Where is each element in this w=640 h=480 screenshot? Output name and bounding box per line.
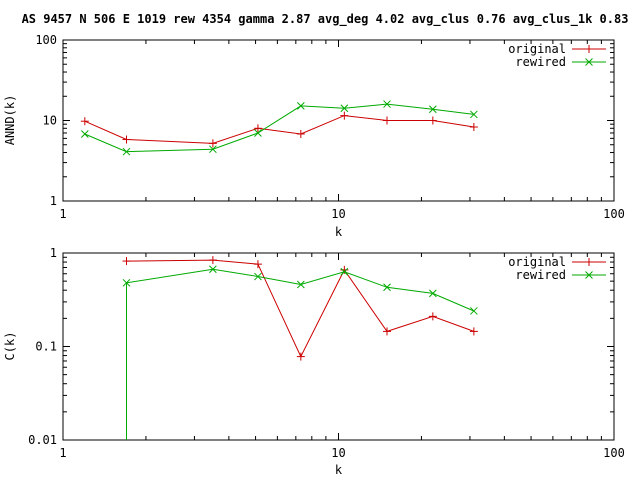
- plot-1-series-rewired-point: [428, 105, 437, 114]
- plot-2-series-rewired-point: [254, 272, 262, 281]
- plot-2-series-original-point: [383, 327, 392, 336]
- plot-1-series-original-point: [208, 139, 217, 148]
- plot-2-series-rewired-point: [428, 289, 437, 298]
- plot-2-series-original-point: [340, 265, 349, 274]
- plot-1-series-original-point: [469, 123, 478, 132]
- plot-2-legend-swatch-original: [572, 258, 606, 266]
- plot-1-series-rewired-point: [296, 102, 305, 110]
- plot-1-series-original-point: [253, 124, 262, 133]
- plot-2-series-rewired-point: [209, 265, 217, 274]
- plot-1-y-tick-label: 10: [43, 114, 57, 128]
- plot-2-legend-swatch-rewired: [572, 271, 606, 279]
- plot-1-series-rewired-point: [80, 130, 89, 138]
- chart-title: AS 9457 N 506 E 1019 rew 4354 gamma 2.87…: [22, 12, 629, 27]
- plot-1-x-tick-label: 1: [59, 207, 66, 221]
- plot-2-series-original-point: [428, 312, 437, 321]
- plot-1-series-original-point: [383, 116, 392, 125]
- plot-1-series-rewired-point: [209, 145, 217, 154]
- plot-2-y-axis-label: C(k): [3, 332, 17, 361]
- plot-1-series-rewired-point: [254, 129, 262, 137]
- plot-1-series-original-point: [296, 129, 305, 138]
- plot-2-series-original-point: [122, 257, 131, 266]
- plot-2-series-rewired-point: [340, 267, 349, 276]
- plot-2-x-tick-label: 1: [59, 446, 66, 460]
- plot-2-series-original-point: [469, 327, 478, 336]
- plot-1-legend-label-original: original: [508, 42, 566, 56]
- plot-1-legend-swatch-original: [572, 45, 606, 53]
- plot-2-y-tick-label: 0.01: [28, 433, 57, 447]
- plot-2-series-original: [122, 256, 478, 361]
- plot-2-legend-label-original: original: [508, 255, 566, 269]
- plot-1-x-axis-label: k: [335, 225, 343, 239]
- plot-2-series-original-point: [296, 352, 305, 361]
- plot-1-x-tick-label: 100: [603, 207, 625, 221]
- plot-2-y-tick-label: 0.1: [35, 340, 57, 354]
- plot-1-series-original-point: [428, 116, 437, 125]
- plot-2-series-rewired: [122, 265, 478, 440]
- plot-1-series-rewired: [80, 100, 478, 156]
- plot-2-y-tick-label: 1: [50, 246, 57, 260]
- plot-2-x-tick-label: 100: [603, 446, 625, 460]
- plot-1-series-rewired-point: [470, 110, 478, 119]
- plot-2-series-original-point: [253, 260, 262, 269]
- plot-2-x-tick-label: 10: [331, 446, 345, 460]
- plot-1-y-axis-label: ANND(k): [3, 95, 17, 146]
- plot-2-series-rewired-point: [122, 278, 131, 287]
- plot-2-series-rewired-point: [383, 283, 391, 292]
- plot-1-y-tick-label: 100: [35, 33, 57, 47]
- plot-1-series-original-point: [122, 135, 131, 144]
- plot-1-series-original-point: [80, 117, 89, 126]
- plot-1-series-rewired-point: [383, 100, 391, 108]
- plot-1-series-original-point: [340, 111, 349, 120]
- plot-2-series-original-point: [208, 256, 217, 265]
- plot-1-series-original: [80, 111, 478, 148]
- plot-1-series-rewired-point: [340, 104, 349, 113]
- plot-1-legend-swatch-rewired: [572, 58, 606, 66]
- plot-1-series-rewired-point: [122, 147, 131, 156]
- plot-2-series-original-line: [126, 259, 475, 358]
- plot-2-series-rewired-point: [296, 280, 305, 289]
- plot-1-series-rewired-line: [84, 103, 474, 153]
- plot-2-series-rewired-point: [470, 307, 478, 315]
- plot-2-x-axis-label: k: [335, 463, 343, 477]
- plot-1-x-tick-label: 10: [331, 207, 345, 221]
- plot-2-legend-label-rewired: rewired: [515, 268, 566, 282]
- plot-1-legend-label-rewired: rewired: [515, 55, 566, 69]
- plot-1-y-tick-label: 1: [50, 194, 57, 208]
